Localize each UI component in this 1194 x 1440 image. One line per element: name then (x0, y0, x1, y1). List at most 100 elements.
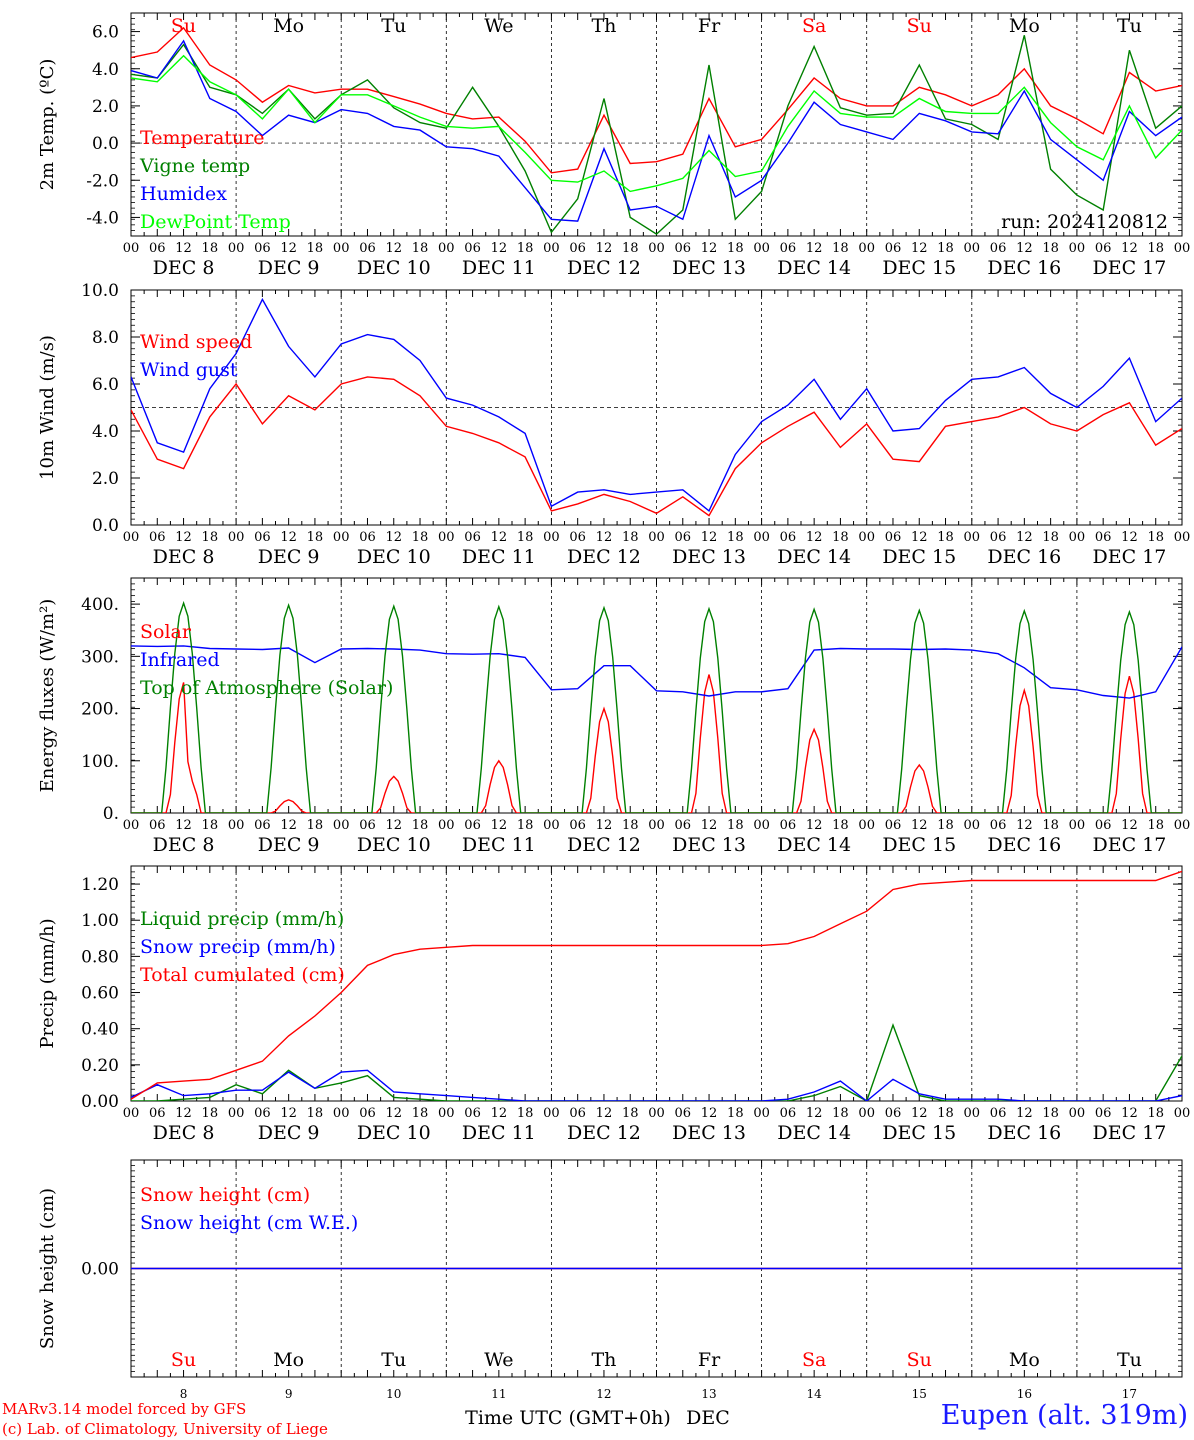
x-hour-label: 00 (753, 530, 770, 545)
x-date-label: DEC 13 (672, 1122, 746, 1144)
y-tick-label: 0.20 (81, 1056, 119, 1076)
x-hour-label: 06 (569, 530, 586, 545)
x-hour-label: 06 (675, 818, 692, 833)
legend-entry: Snow height (cm) (140, 1184, 310, 1206)
x-hour-label: 06 (885, 1106, 902, 1121)
x-hour-label: 06 (885, 241, 902, 256)
x-hour-label: 00 (858, 1106, 875, 1121)
x-hour-label: 00 (543, 241, 560, 256)
x-hour-label: 18 (202, 818, 219, 833)
x-hour-label: 06 (149, 241, 166, 256)
y-tick-label: 100. (81, 752, 119, 772)
weekday-label-top: Su (171, 15, 196, 37)
y-tick-label: 6.0 (92, 23, 119, 43)
x-date-label: DEC 14 (777, 257, 851, 279)
x-date-label: DEC 16 (987, 834, 1061, 856)
x-hour-label: 12 (280, 1106, 297, 1121)
y-tick-label: 4.0 (92, 422, 119, 442)
x-hour-label: 12 (806, 241, 823, 256)
x-hour-label: 00 (964, 530, 981, 545)
x-hour-label: 00 (543, 1106, 560, 1121)
x-hour-label: 00 (438, 530, 455, 545)
panel-3 (130, 577, 1183, 814)
x-hour-label: 12 (385, 241, 402, 256)
y-tick-label: -4.0 (86, 208, 119, 228)
weekday-label-bottom: Fr (698, 1349, 721, 1371)
x-hour-label: 06 (359, 818, 376, 833)
weekday-label-top: Th (591, 15, 616, 37)
x-hour-label: 18 (622, 818, 639, 833)
y-tick-label: 0.0 (92, 134, 119, 154)
x-hour-label: 06 (254, 530, 271, 545)
y-axis-label: Energy fluxes (W/m²) (37, 599, 58, 793)
x-hour-label: 12 (491, 1106, 508, 1121)
x-date-label: DEC 12 (567, 546, 641, 568)
x-hour-label: 12 (596, 530, 613, 545)
legend-entry: Solar (140, 621, 192, 643)
x-date-label: DEC 8 (153, 257, 215, 279)
x-hour-label: 00 (964, 241, 981, 256)
x-hour-label: 18 (1042, 818, 1059, 833)
x-date-label: DEC 13 (672, 257, 746, 279)
x-hour-label: 06 (990, 530, 1007, 545)
x-hour-label: 06 (254, 1106, 271, 1121)
x-hour-label: 06 (990, 818, 1007, 833)
y-tick-label: 1.20 (81, 875, 119, 895)
x-hour-label: 12 (1016, 241, 1033, 256)
x-hour-label: 00 (228, 818, 245, 833)
x-date-label: DEC 12 (567, 834, 641, 856)
x-hour-label: 00 (543, 530, 560, 545)
x-hour-label: 18 (622, 1106, 639, 1121)
x-date-label: DEC 15 (882, 834, 956, 856)
x-hour-label: 06 (569, 818, 586, 833)
x-hour-label: 18 (202, 241, 219, 256)
x-date-label: DEC 8 (153, 546, 215, 568)
x-hour-label: 18 (727, 818, 744, 833)
x-date-label: DEC 16 (987, 1122, 1061, 1144)
x-hour-label: 00 (333, 530, 350, 545)
series-line-dewpoint-temp (131, 54, 1182, 193)
x-hour-label: 18 (202, 1106, 219, 1121)
x-hour-label: 12 (1121, 241, 1138, 256)
x-hour-label: 12 (175, 818, 192, 833)
x-hour-label: 00 (123, 818, 140, 833)
x-hour-label: 06 (780, 530, 797, 545)
x-hour-label: 00 (858, 530, 875, 545)
x-hour-label: 00 (123, 241, 140, 256)
x-hour-label: 18 (307, 1106, 324, 1121)
x-axis-title: Time UTC (GMT+0h) (465, 1407, 671, 1429)
x-hour-label: 06 (464, 818, 481, 833)
x-hour-label: 12 (806, 1106, 823, 1121)
x-date-label: DEC 17 (1093, 257, 1167, 279)
x-hour-label: 18 (412, 241, 429, 256)
legend-entry: Liquid precip (mm/h) (140, 908, 344, 930)
x-hour-label: 18 (832, 818, 849, 833)
legend-entry: Humidex (140, 183, 227, 205)
x-date-label: DEC 16 (987, 257, 1061, 279)
x-hour-label: 12 (385, 1106, 402, 1121)
weekday-label-bottom: Mo (273, 1349, 304, 1371)
x-hour-label: 18 (937, 530, 954, 545)
y-tick-label: 4.0 (92, 60, 119, 80)
legend-entry: Infrared (140, 649, 220, 671)
x-hour-label: 18 (727, 1106, 744, 1121)
x-date-label: DEC 15 (882, 546, 956, 568)
y-tick-label: 2.0 (92, 469, 119, 489)
weekday-label-top: Mo (273, 15, 304, 37)
x-hour-label: 12 (806, 530, 823, 545)
day-number-label: 15 (912, 1387, 927, 1401)
x-date-label: DEC 10 (357, 834, 431, 856)
weekday-label-top: Su (907, 15, 932, 37)
x-date-label: DEC 14 (777, 1122, 851, 1144)
x-hour-label: 12 (280, 818, 297, 833)
x-hour-label: 12 (911, 1106, 928, 1121)
x-hour-label: 00 (123, 530, 140, 545)
plot-frame (130, 12, 1183, 237)
x-date-label: DEC 15 (882, 257, 956, 279)
x-hour-label: 12 (175, 530, 192, 545)
series-line-snow-precip-mm-h- (131, 1069, 1182, 1101)
x-hour-label: 06 (254, 241, 271, 256)
series-line-infrared (131, 645, 1182, 699)
panel-2 (130, 289, 1183, 526)
x-hour-label: 12 (491, 530, 508, 545)
